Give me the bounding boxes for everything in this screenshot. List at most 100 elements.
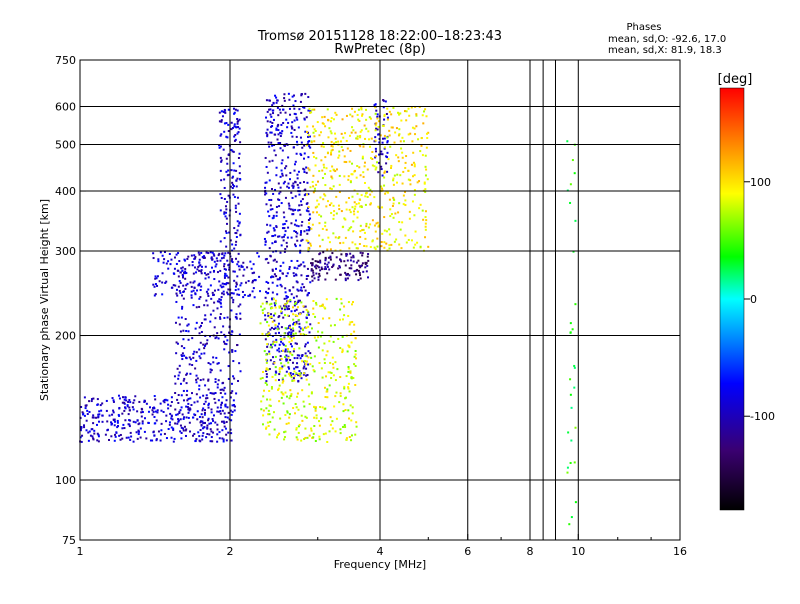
data-point [364,137,367,140]
data-point [199,324,202,327]
data-point [237,288,240,291]
data-point [292,337,295,340]
data-point [181,413,184,416]
data-point [334,278,337,281]
data-point [345,208,348,211]
data-point [179,281,182,284]
data-point [197,265,200,268]
data-point [329,371,332,374]
data-point [267,261,270,264]
data-point [304,92,307,95]
data-point [290,293,293,296]
data-point [321,406,324,409]
data-point [284,287,287,290]
data-point [196,377,199,380]
data-point [232,375,235,378]
data-point [232,185,235,188]
data-point [351,115,354,118]
data-point [233,409,236,412]
data-point [254,279,257,282]
data-point [196,268,199,271]
data-point [324,225,327,228]
data-point [216,406,219,409]
data-point [382,99,385,102]
data-point [348,346,351,349]
data-point [300,377,303,380]
data-point [348,134,351,137]
data-point [237,379,240,382]
data-point [222,293,225,296]
data-point [217,288,220,291]
data-point [161,281,164,284]
data-point [214,337,217,340]
data-point [223,212,226,215]
data-point [234,133,237,136]
data-point [375,222,378,225]
data-point [197,251,200,254]
data-point [376,245,379,248]
data-point [283,431,286,434]
data-point [306,373,309,376]
data-point [339,266,342,269]
data-point [324,156,327,159]
data-point [236,177,239,180]
data-point [275,128,278,131]
data-point [84,407,87,410]
data-point [166,399,169,402]
data-point [290,376,293,379]
data-point [92,438,95,441]
data-point [270,346,273,349]
data-point [283,93,286,96]
data-point [374,156,377,159]
data-point [358,242,361,245]
data-point [297,318,300,321]
data-point [390,213,393,216]
data-point [215,257,218,260]
data-point [97,440,100,443]
data-point [284,327,287,330]
data-point [365,261,368,264]
data-point [160,422,163,425]
data-point [251,281,254,284]
data-point [367,130,370,133]
data-point [162,261,165,264]
data-point [299,357,302,360]
data-point [284,350,287,353]
data-point [294,230,297,233]
data-point [318,420,321,423]
data-point [148,406,151,409]
data-point [367,253,370,256]
data-point [108,438,111,441]
data-point [311,275,314,278]
data-point [337,267,340,270]
data-point [338,150,341,153]
data-point [190,294,193,297]
data-point [306,310,309,313]
data-point [303,265,306,268]
data-point [195,359,198,362]
data-point [370,137,373,140]
data-point [168,421,171,424]
data-point [305,374,308,377]
data-point [216,433,219,436]
data-point [361,262,364,265]
data-point [278,367,281,370]
data-point [378,141,381,144]
data-point [308,331,311,334]
data-point [189,358,192,361]
data-point [280,312,283,315]
data-point [290,131,293,134]
data-point [222,256,225,259]
data-point [127,400,130,403]
data-point [374,139,377,142]
data-point [373,165,376,168]
data-point [285,295,288,298]
data-point [170,258,173,261]
data-point [273,302,276,305]
data-point [235,179,238,182]
data-point [268,352,271,355]
data-point [178,289,181,292]
data-point [208,433,211,436]
data-point [354,349,357,352]
data-point [358,144,361,147]
